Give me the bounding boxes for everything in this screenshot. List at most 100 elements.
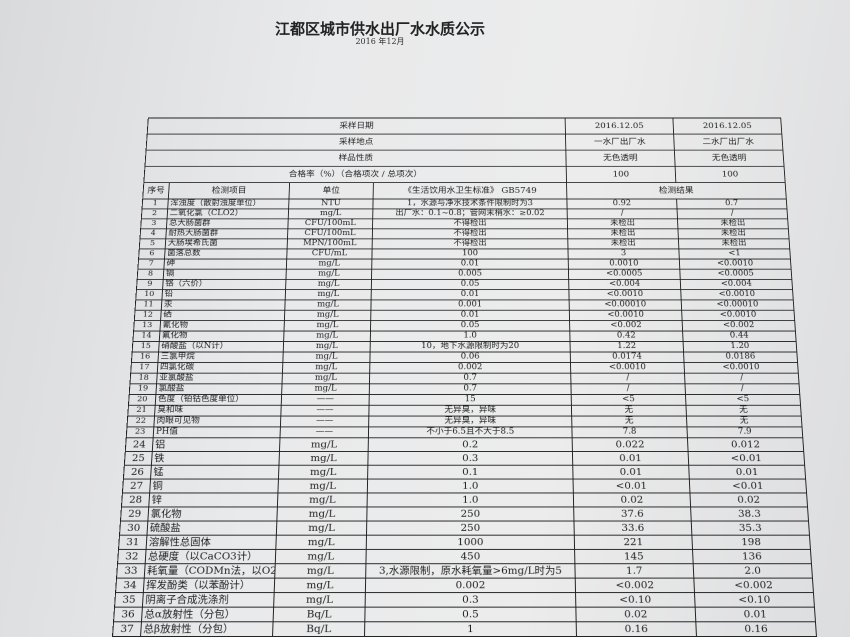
cell-seq: 18: [129, 373, 158, 384]
cell-result-plant1: <0.0005: [568, 269, 681, 280]
cell-standard: 不得检出: [372, 238, 568, 249]
cell-seq: 15: [132, 341, 160, 353]
cell-unit: mg/L: [278, 451, 369, 466]
cell-result-plant1: 221: [574, 535, 693, 550]
cell-standard: 0.2: [368, 437, 573, 452]
cell-unit: CFU/100mL: [287, 228, 373, 239]
cell-unit: mg/L: [282, 373, 370, 384]
cell-item: 耐热大肠菌群: [165, 228, 288, 239]
cell-item: 耗氧量（CODMn法，以O2计）: [144, 563, 276, 579]
cell-result-plant1: 未检出: [567, 228, 679, 239]
water-quality-table: 采样日期 2016.12.05 2016.12.05 采样地点 一水厂出厂水 二…: [112, 118, 817, 637]
cell-item: 砷: [163, 259, 287, 270]
cell-unit: ——: [280, 416, 369, 427]
cell-seq: 26: [123, 465, 152, 480]
cell-result-plant2: 未检出: [677, 218, 789, 229]
table-row: 21 臭和味 —— 无异臭，异味无无: [127, 405, 802, 417]
cell-unit: Bq/L: [272, 621, 365, 637]
cell-seq: 30: [119, 521, 148, 536]
cell-seq: 19: [129, 383, 157, 395]
table-row: 32 总硬度（以CaCO3计） mg/L 450 145 136: [117, 549, 812, 564]
cell-standard: 450: [365, 549, 575, 564]
cell-unit: mg/L: [273, 592, 366, 608]
cell-unit: mg/L: [275, 549, 367, 564]
cell-standard: 0.1: [367, 465, 574, 480]
column-header-seq: 序号: [142, 182, 170, 200]
cell-seq: 24: [125, 437, 154, 452]
cell-result-plant1: 无: [571, 416, 687, 427]
table-row: 6 菌落总数 CFU/mL 100 3 <1: [138, 248, 791, 260]
table-row: 12 硒 mg/L 0.01 <0.0010 <0.0010: [134, 310, 795, 321]
cell-result-plant2: <0.002: [682, 320, 796, 332]
cell-standard: 0.7: [369, 383, 572, 395]
cell-item: 色度（铂钴色度单位）: [155, 394, 282, 406]
cell-unit: mg/L: [285, 289, 372, 300]
cell-seq: 6: [138, 248, 166, 260]
table-row: 14 氟化物 mg/L 1.0 0.42 0.44: [132, 331, 797, 342]
cell-item: 总硬度（以CaCO3计）: [145, 549, 276, 564]
cell-seq: 11: [135, 299, 162, 311]
cell-item: PH值: [153, 426, 281, 438]
cell-standard: 0.5: [364, 607, 577, 622]
cell-standard: 0.002: [365, 578, 576, 593]
cell-result-plant1: 1.22: [570, 341, 684, 353]
table-row: 5 大肠埃希氏菌 MPN/100mL 不得检出 未检出 未检出: [139, 238, 790, 249]
cell-result-plant2: 7.9: [686, 426, 803, 438]
table-row: 35 阴离子合成洗涤剂 mg/L 0.3 <0.10 <0.10: [114, 592, 815, 608]
header-value-plant1: 100: [566, 166, 676, 183]
cell-result-plant1: <0.0010: [570, 362, 685, 374]
cell-standard: 1.0: [367, 492, 574, 507]
cell-standard: 0.01: [371, 289, 570, 300]
table-row: 4 耐热大肠菌群 CFU/100mL 不得检出 未检出 未检出: [139, 228, 790, 239]
cell-result-plant1: 3: [567, 248, 680, 260]
cell-seq: 34: [115, 578, 145, 593]
cell-result-plant2: 0.16: [695, 621, 817, 637]
table-row: 1 浑浊度（散射浊度单位） NTU 1，水源与净水技术条件限制时为3 0.92 0.7: [142, 199, 787, 209]
header-label: 合格率（%）（合格项次 / 总项次）: [143, 166, 567, 183]
table-row: 24 铝 mg/L 0.2 0.022 0.012: [125, 437, 804, 452]
cell-result-plant2: <0.004: [680, 279, 793, 290]
cell-seq: 10: [135, 289, 163, 300]
cell-result-plant1: 0.0174: [570, 352, 685, 363]
cell-unit: mg/L: [286, 259, 372, 270]
cell-standard: 100: [371, 248, 569, 260]
table-row: 15 硝酸盐（以N计） mg/L 10，地下水源限制时为20 1.22 1.20: [132, 341, 797, 353]
header-value-plant2: 二水厂出厂水: [673, 134, 783, 151]
cell-unit: mg/L: [275, 535, 367, 550]
cell-result-plant2: <0.10: [694, 592, 815, 608]
cell-item: 氯酸盐: [155, 383, 283, 395]
cell-standard: 0.05: [370, 320, 570, 332]
cell-item: 铜: [149, 479, 279, 493]
table-row: 22 肉眼可见物 —— 无异臭，异味无无: [126, 416, 803, 427]
cell-result-plant1: 0.01: [572, 451, 689, 466]
cell-standard: 15: [369, 394, 572, 406]
cell-standard: 无异臭，异味: [368, 405, 572, 417]
cell-seq: 1: [142, 199, 169, 209]
cell-item: 四氯化碳: [157, 362, 283, 374]
cell-result-plant2: <0.0010: [681, 310, 795, 321]
cell-unit: mg/L: [285, 269, 372, 280]
cell-seq: 27: [122, 479, 151, 493]
cell-seq: 8: [137, 269, 164, 280]
cell-result-plant2: 无: [686, 416, 803, 427]
cell-seq: 21: [127, 405, 156, 417]
header-value-plant1: 无色透明: [565, 150, 676, 167]
table-row: 11 汞 mg/L 0.001 <0.00010 <0.00010: [135, 299, 794, 311]
table-row: 9 铬（六价） mg/L 0.05 <0.004 <0.004: [136, 279, 793, 290]
cell-unit: ——: [280, 405, 370, 417]
cell-unit: mg/L: [277, 479, 368, 493]
header-row-sample-nature: 样品性质 无色透明 无色透明: [144, 150, 785, 167]
cell-result-plant1: 0.02: [573, 492, 691, 507]
header-row-sampling-location: 采样地点 一水厂出厂水 二水厂出厂水: [146, 134, 783, 151]
cell-result-plant2: 0.01: [688, 465, 806, 480]
cell-result-plant1: <0.002: [575, 578, 695, 593]
cell-unit: mg/L: [284, 299, 372, 311]
cell-seq: 22: [126, 416, 155, 427]
column-header-item: 检测项目: [168, 182, 290, 200]
cell-standard: 0.7: [369, 373, 571, 384]
column-header-row: 序号 检测项目 单位 《生活饮用水卫生标准》 GB5749 检测结果: [142, 182, 787, 200]
cell-result-plant2: 未检出: [677, 228, 790, 239]
cell-seq: 20: [128, 394, 156, 406]
cell-item: 铁: [151, 451, 280, 466]
table-row: 33 耗氧量（CODMn法，以O2计） mg/L 3,水源限制，原水耗氧量>6mg/L…: [116, 563, 813, 579]
